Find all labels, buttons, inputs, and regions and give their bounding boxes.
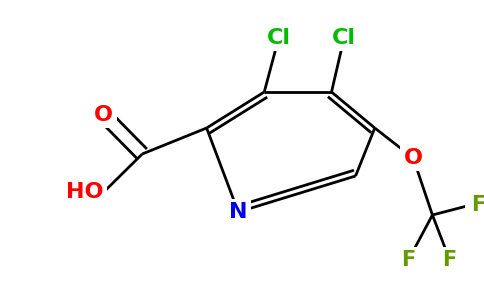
- Text: Cl: Cl: [332, 28, 356, 48]
- Text: Cl: Cl: [267, 28, 291, 48]
- Text: F: F: [442, 250, 457, 270]
- Text: N: N: [229, 202, 247, 222]
- Text: F: F: [471, 195, 484, 215]
- Text: O: O: [94, 105, 113, 125]
- Text: F: F: [401, 250, 416, 270]
- Text: HO: HO: [66, 182, 104, 202]
- Text: O: O: [404, 148, 423, 168]
